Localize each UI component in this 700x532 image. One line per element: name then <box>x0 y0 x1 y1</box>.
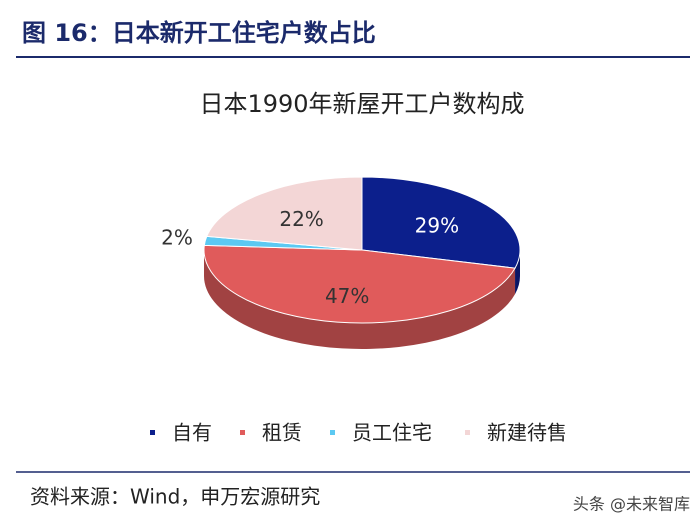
watermark: 头条 @未来智库 <box>573 495 690 514</box>
pie-slice <box>361 176 521 269</box>
pie-slice <box>203 244 516 324</box>
legend-label: 租赁 <box>262 421 302 445</box>
figure-title: 图 16：日本新开工住宅户数占比 <box>22 19 376 47</box>
data-label: 22% <box>279 207 323 231</box>
data-label: 29% <box>415 214 459 238</box>
legend-swatch <box>465 430 470 435</box>
data-label: 47% <box>325 284 369 308</box>
legend-label: 自有 <box>172 421 212 445</box>
pie-side <box>204 250 516 349</box>
legend-label: 员工住宅 <box>352 421 432 445</box>
legend-swatch <box>240 430 245 435</box>
pie-slice <box>206 176 363 251</box>
pie: 29% 47% 2% 22% 自有 租赁 员工住宅 新建待售 <box>150 176 567 445</box>
legend-swatch <box>150 430 155 435</box>
data-label: 2% <box>161 226 193 250</box>
chart-title: 日本1990年新屋开工户数构成 <box>199 90 524 118</box>
source: 资料来源：Wind，申万宏源研究 <box>30 485 320 509</box>
legend-label: 新建待售 <box>487 421 567 445</box>
pie-side <box>515 250 520 295</box>
legend-swatch <box>330 430 335 435</box>
